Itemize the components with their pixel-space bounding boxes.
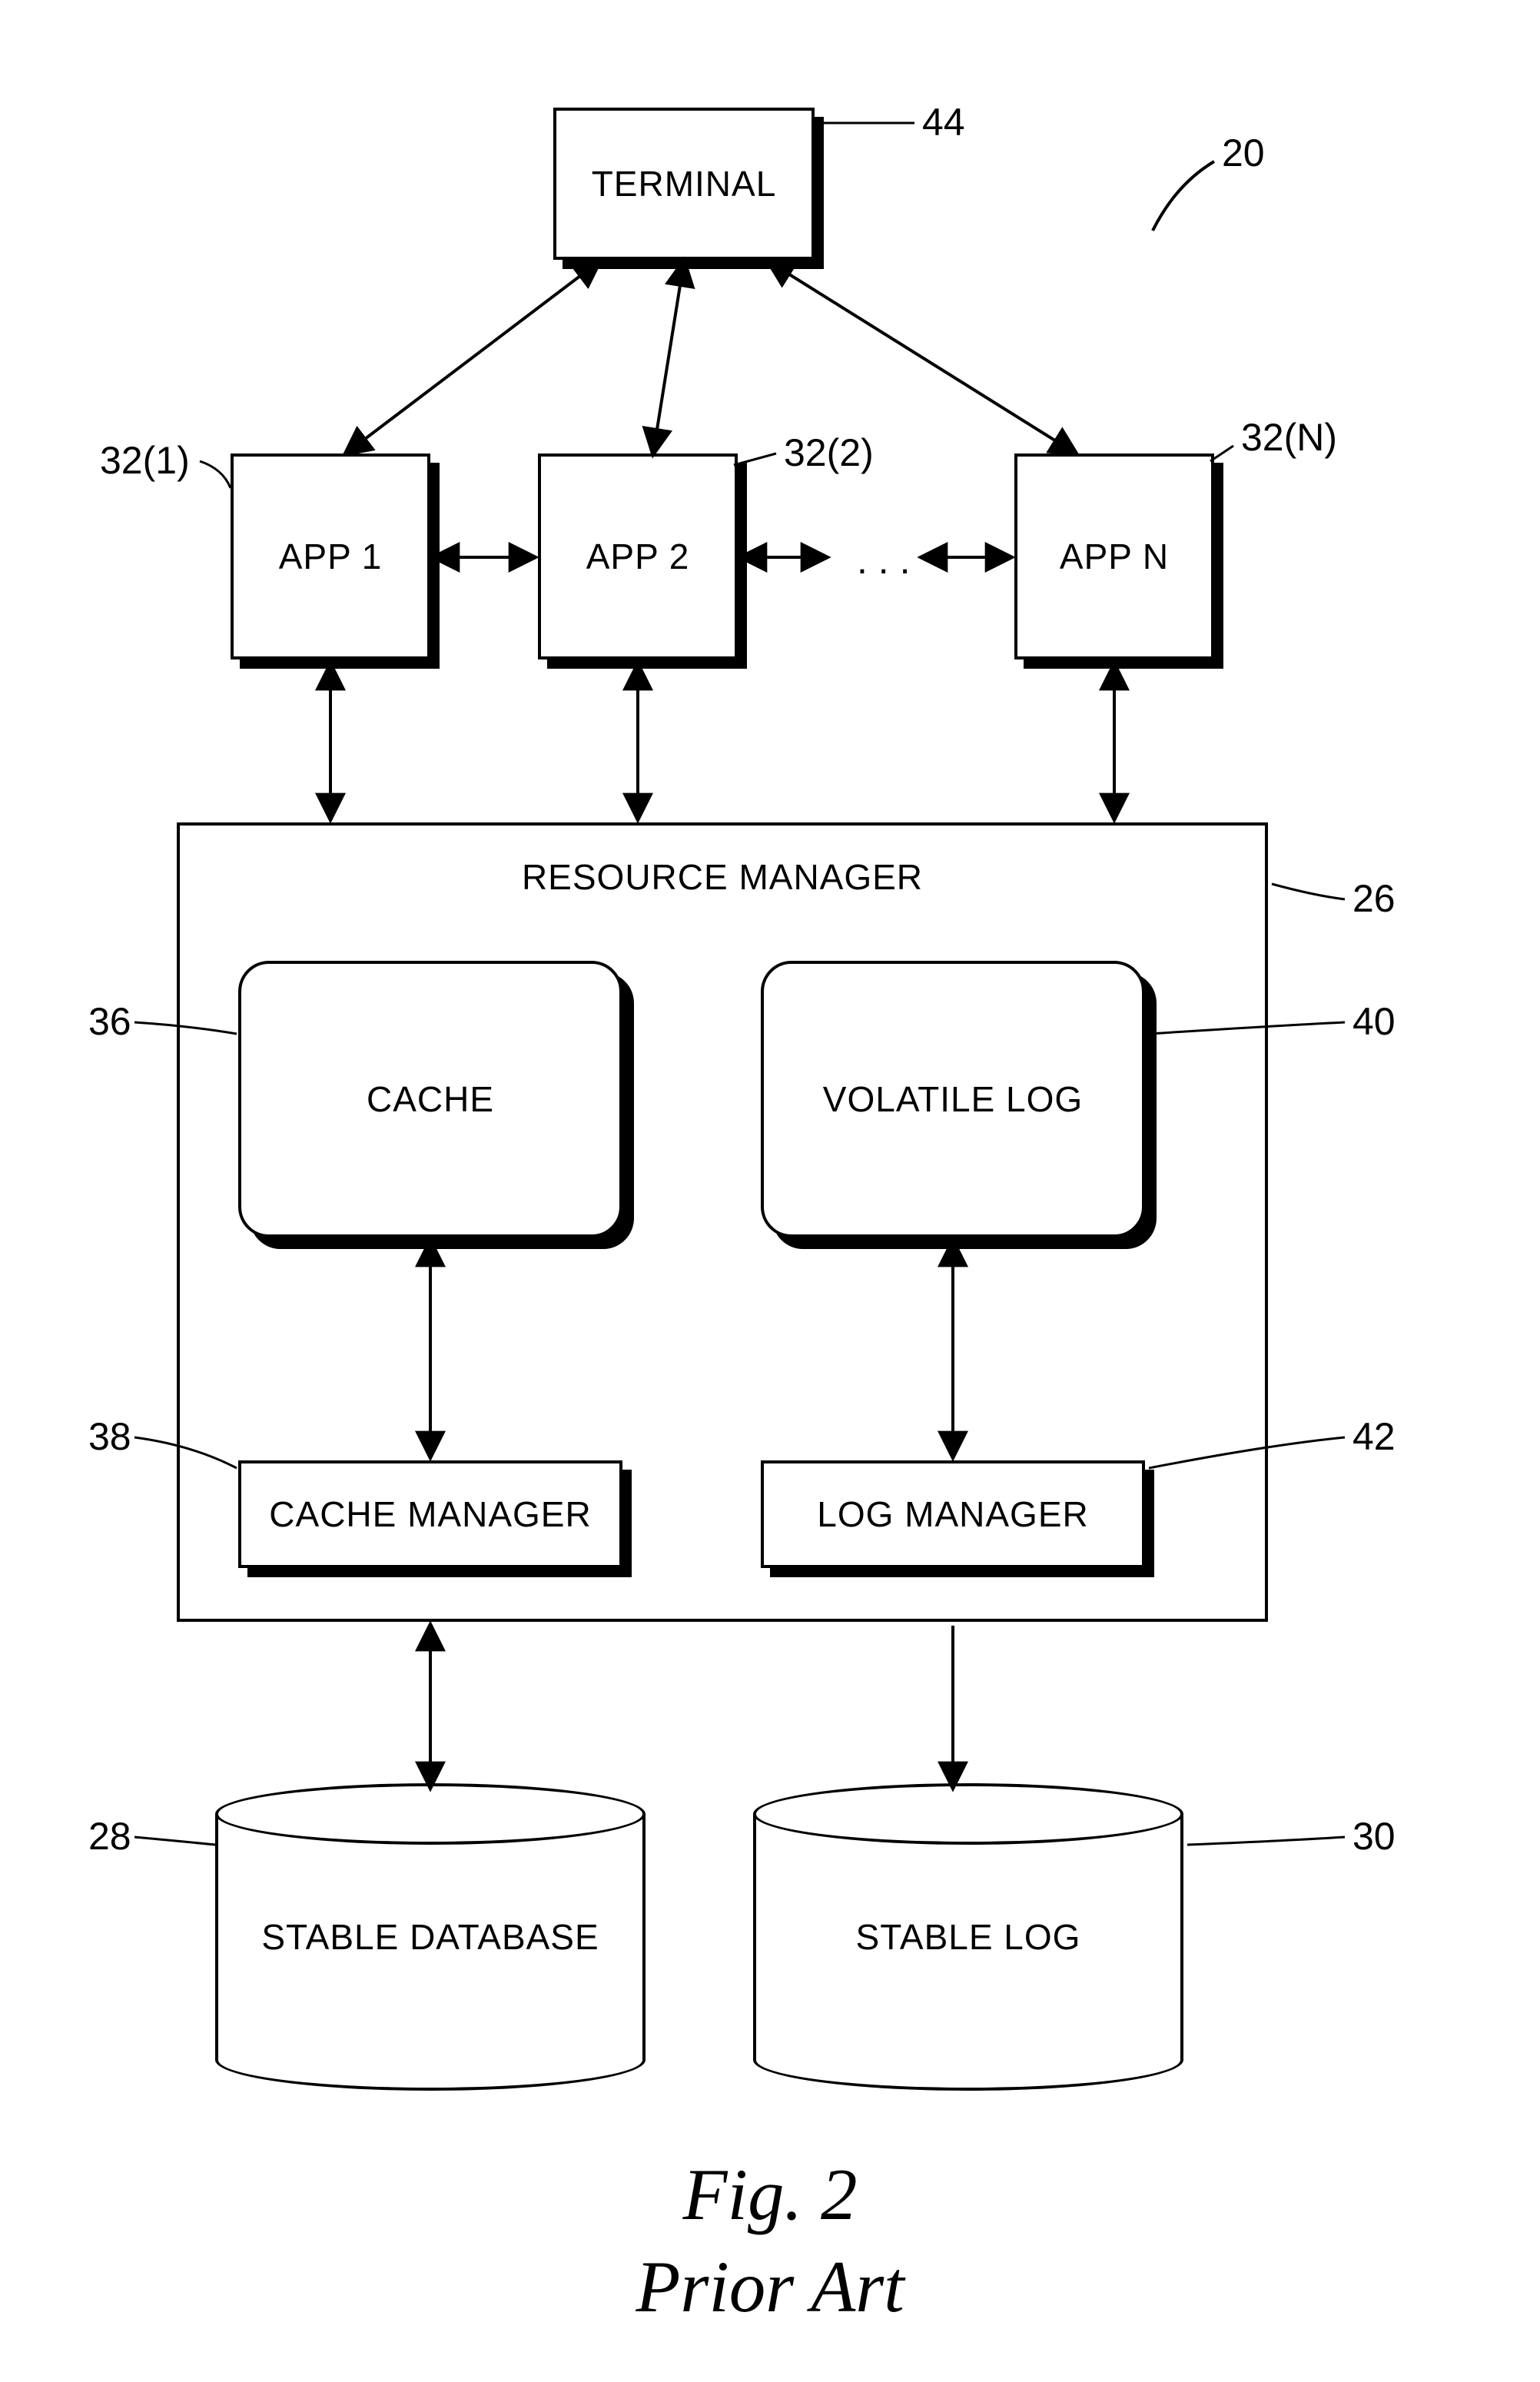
app2-box: APP 2	[538, 453, 738, 659]
diagram-canvas: TERMINAL APP 1 APP 2 APP N . . . RESOURC…	[0, 0, 1540, 2382]
ref-32-1: 32(1)	[100, 438, 190, 483]
app1-label: APP 1	[279, 536, 383, 577]
ref-32-N: 32(N)	[1241, 415, 1337, 460]
ref-38: 38	[88, 1414, 131, 1459]
terminal-box: TERMINAL	[553, 108, 815, 260]
stable-database-label: STABLE DATABASE	[261, 1916, 599, 1958]
ref-44: 44	[922, 100, 965, 145]
resource-manager-title: RESOURCE MANAGER	[522, 856, 923, 898]
app2-label: APP 2	[586, 536, 690, 577]
cache-manager-box: CACHE MANAGER	[238, 1460, 622, 1568]
prior-art-label: Prior Art	[0, 2244, 1540, 2329]
ref-42: 42	[1352, 1414, 1396, 1459]
ref-26: 26	[1352, 876, 1396, 921]
volatile-log-box: VOLATILE LOG	[761, 961, 1145, 1238]
ref-40: 40	[1352, 999, 1396, 1044]
ref-36: 36	[88, 999, 131, 1044]
ref-28: 28	[88, 1814, 131, 1859]
stable-log-cyl: STABLE LOG	[753, 1783, 1183, 2091]
log-manager-box: LOG MANAGER	[761, 1460, 1145, 1568]
cache-manager-label: CACHE MANAGER	[269, 1493, 591, 1535]
apps-ellipsis: . . .	[857, 538, 910, 583]
stable-database-cyl: STABLE DATABASE	[215, 1783, 646, 2091]
stable-log-label: STABLE LOG	[856, 1916, 1081, 1958]
ref-32-2: 32(2)	[784, 430, 874, 475]
terminal-label: TERMINAL	[592, 163, 777, 204]
log-manager-label: LOG MANAGER	[817, 1493, 1089, 1535]
appN-label: APP N	[1060, 536, 1169, 577]
cache-label: CACHE	[367, 1078, 494, 1120]
figure-label: Fig. 2	[0, 2152, 1540, 2237]
ref-20: 20	[1222, 131, 1265, 175]
appN-box: APP N	[1014, 453, 1214, 659]
app1-box: APP 1	[231, 453, 430, 659]
ref-30: 30	[1352, 1814, 1396, 1859]
volatile-log-label: VOLATILE LOG	[823, 1078, 1083, 1120]
cache-box: CACHE	[238, 961, 622, 1238]
